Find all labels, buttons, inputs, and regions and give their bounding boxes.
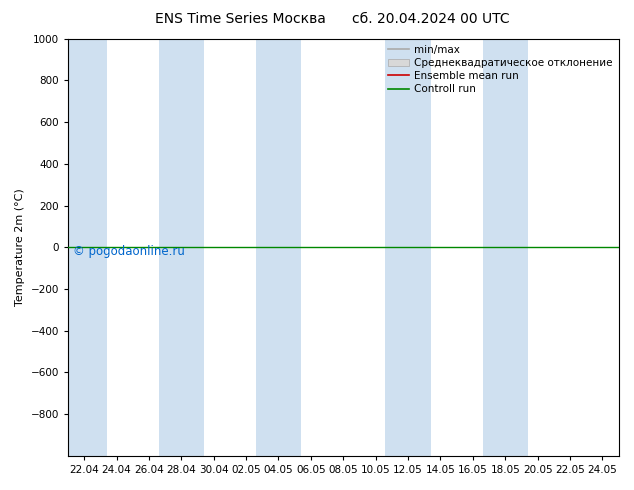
Bar [482, 39, 528, 456]
Text: ENS Time Series Москва: ENS Time Series Москва [155, 12, 327, 26]
Bar [385, 39, 430, 456]
Legend: min/max, Среднеквадратическое отклонение, Ensemble mean run, Controll run: min/max, Среднеквадратическое отклонение… [384, 41, 616, 98]
Text: © pogodaonline.ru: © pogodaonline.ru [74, 245, 185, 258]
Bar [256, 39, 301, 456]
Bar [158, 39, 204, 456]
Y-axis label: Temperature 2m (°C): Temperature 2m (°C) [15, 189, 25, 306]
Text: сб. 20.04.2024 00 UTC: сб. 20.04.2024 00 UTC [353, 12, 510, 26]
Bar [61, 39, 107, 456]
